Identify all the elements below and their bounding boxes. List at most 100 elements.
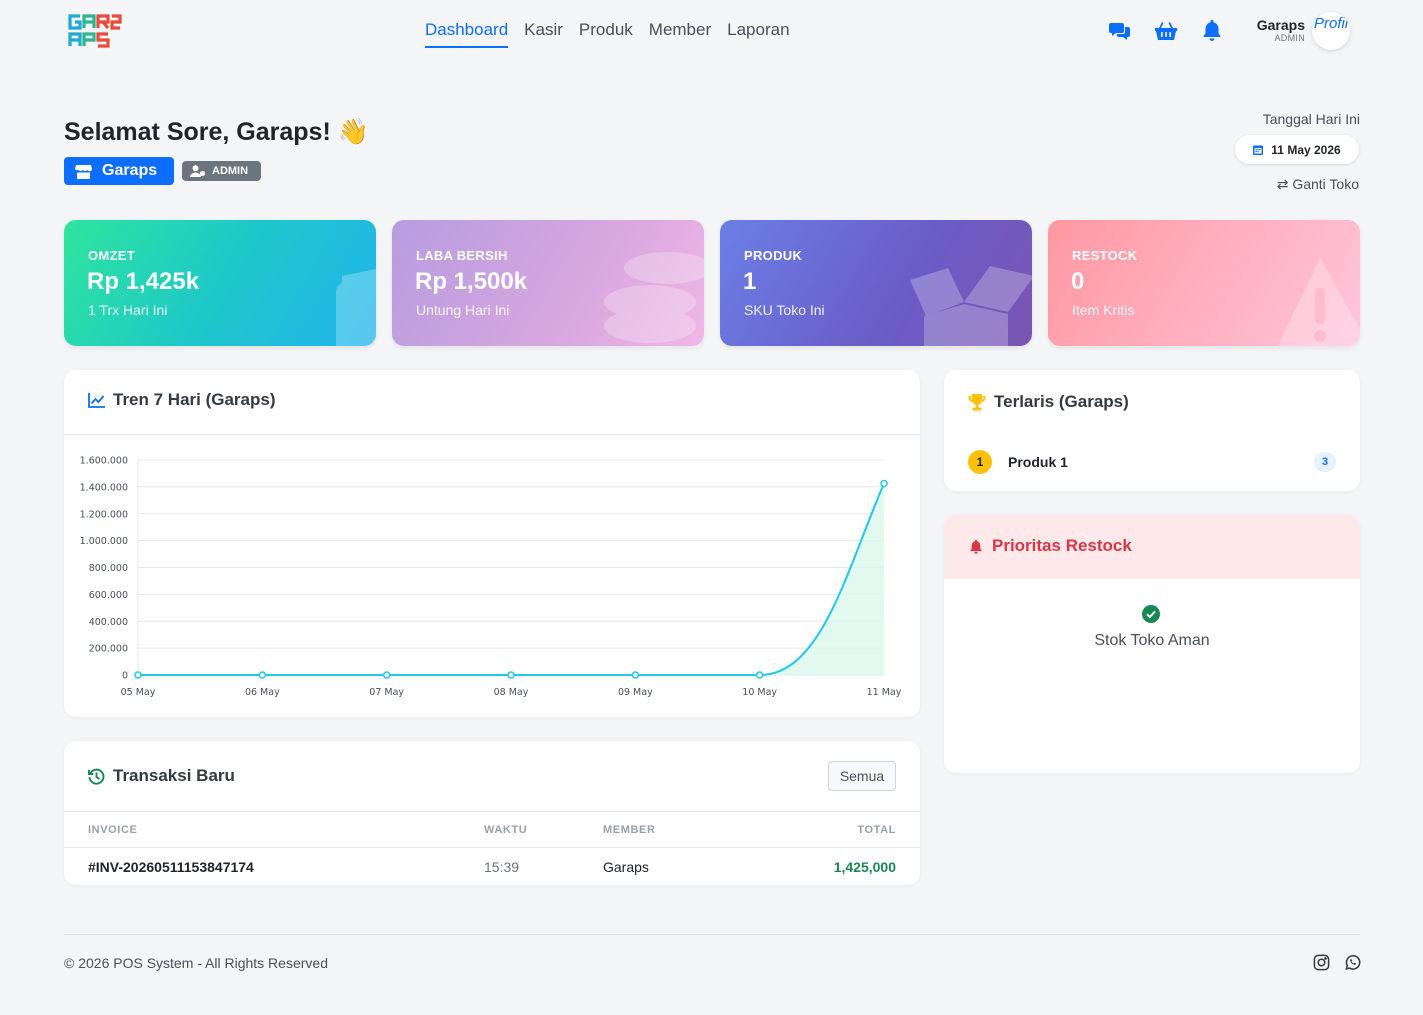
data-point bbox=[755, 671, 764, 679]
data-point bbox=[631, 671, 640, 679]
table-row[interactable]: #INV-20260511153847174 15:39 Garaps 1,42… bbox=[64, 848, 920, 885]
chart-line-icon bbox=[88, 392, 105, 408]
stat-value: 1 bbox=[743, 268, 757, 295]
restock-panel: Prioritas Restock Stok Toko Aman bbox=[944, 515, 1360, 773]
col-member: MEMBER bbox=[603, 823, 656, 836]
main-nav: Dashboard Kasir Produk Member Laporan bbox=[425, 20, 790, 48]
warning-icon bbox=[1277, 258, 1360, 346]
date-display: 11 May 2026 bbox=[1235, 135, 1359, 164]
y-tick-label: 1.600.000 bbox=[80, 456, 128, 467]
instagram-icon[interactable] bbox=[1313, 954, 1330, 971]
stat-subtext: SKU Toko Ini bbox=[744, 302, 825, 318]
page-greeting: Selamat Sore, Garaps! 👋 bbox=[64, 118, 369, 146]
qty-badge: 3 bbox=[1314, 452, 1336, 472]
user-role: ADMIN bbox=[1274, 33, 1305, 43]
navbar: Dashboard Kasir Produk Member Laporan Ga… bbox=[0, 0, 1423, 62]
bell-icon bbox=[970, 539, 982, 554]
switch-store-link[interactable]: ⇄ Ganti Toko bbox=[1230, 176, 1359, 193]
row-total: 1,425,000 bbox=[833, 858, 896, 875]
x-tick-label: 05 May bbox=[121, 687, 156, 698]
y-tick-label: 800.000 bbox=[89, 563, 128, 574]
stat-value: 0 bbox=[1071, 268, 1085, 295]
basket-icon[interactable] bbox=[1154, 18, 1178, 42]
date-value: 11 May 2026 bbox=[1271, 142, 1341, 157]
view-all-button[interactable]: Semua bbox=[828, 761, 896, 791]
x-tick-label: 09 May bbox=[618, 687, 653, 698]
garaps-logo[interactable] bbox=[68, 13, 122, 49]
nav-icon-group bbox=[1108, 18, 1224, 42]
y-tick-label: 1.200.000 bbox=[80, 509, 128, 520]
chat-icon[interactable] bbox=[1108, 18, 1132, 42]
y-tick-label: 400.000 bbox=[89, 617, 128, 628]
transactions-panel: Transaksi Baru Semua INVOICE WAKTU MEMBE… bbox=[64, 741, 920, 885]
data-point bbox=[134, 671, 142, 679]
data-point bbox=[382, 671, 391, 679]
restock-message: Stok Toko Aman bbox=[1094, 632, 1210, 649]
stat-label: OMZET bbox=[88, 248, 135, 263]
bell-icon[interactable] bbox=[1200, 18, 1224, 42]
top-products-panel: Terlaris (Garaps) 1 Produk 1 3 bbox=[944, 370, 1360, 491]
footer-copyright: © 2026 POS System - All Rights Reserved bbox=[64, 955, 328, 971]
stat-subtext: 1 Trx Hari Ini bbox=[88, 302, 168, 318]
nav-produk[interactable]: Produk bbox=[578, 20, 633, 39]
stat-value: Rp 1,500k bbox=[415, 268, 528, 295]
stat-subtext: Item Kritis bbox=[1072, 302, 1135, 318]
store-icon bbox=[75, 164, 92, 179]
y-tick-label: 1.400.000 bbox=[80, 482, 128, 493]
trend-panel: Tren 7 Hari (Garaps) 0 200.000 400.000 600.… bbox=[64, 370, 920, 717]
x-tick-label: 06 May bbox=[245, 687, 280, 698]
wallet-icon bbox=[336, 269, 376, 346]
nav-dashboard[interactable]: Dashboard bbox=[425, 20, 509, 48]
avatar[interactable]: Profil bbox=[1312, 12, 1350, 50]
x-tick-label: 08 May bbox=[494, 687, 529, 698]
nav-laporan[interactable]: Laporan bbox=[727, 20, 790, 39]
check-circle-icon bbox=[1142, 605, 1160, 623]
role-badge: ADMIN bbox=[182, 161, 261, 181]
nav-member[interactable]: Member bbox=[648, 20, 712, 39]
y-tick-label: 200.000 bbox=[89, 644, 128, 655]
restock-title-label: Prioritas Restock bbox=[992, 536, 1132, 555]
transactions-title-label: Transaksi Baru bbox=[113, 766, 235, 785]
box-icon bbox=[910, 266, 1032, 346]
date-label: Tanggal Hari Ini bbox=[1262, 111, 1360, 127]
stat-card-produk: PRODUK 1 SKU Toko Ini bbox=[720, 220, 1032, 346]
data-point bbox=[258, 671, 267, 679]
top-products-title-label: Terlaris (Garaps) bbox=[994, 392, 1129, 411]
top-products-title: Terlaris (Garaps) bbox=[968, 392, 1336, 412]
coins-icon bbox=[604, 252, 704, 343]
stat-card-restock: RESTOCK 0 Item Kritis bbox=[1048, 220, 1360, 346]
x-tick-label: 11 May bbox=[867, 687, 902, 698]
product-name: Produk 1 bbox=[1008, 454, 1068, 470]
restock-title: Prioritas Restock bbox=[968, 536, 1336, 556]
series-line bbox=[138, 483, 885, 676]
col-invoice: INVOICE bbox=[88, 823, 138, 836]
history-icon bbox=[88, 768, 105, 785]
x-tick-label: 07 May bbox=[369, 687, 404, 698]
row-invoice: #INV-20260511153847174 bbox=[88, 858, 254, 875]
y-tick-label: 1.000.000 bbox=[80, 536, 128, 547]
trend-chart: 0 200.000 400.000 600.000 800.000 1.000.000 1.… bbox=[80, 456, 902, 699]
data-point bbox=[880, 479, 888, 488]
nav-kasir[interactable]: Kasir bbox=[524, 20, 563, 39]
trophy-icon bbox=[968, 393, 986, 410]
user-name: Garaps bbox=[1256, 17, 1305, 33]
stat-card-omzet: OMZET Rp 1,425k 1 Trx Hari Ini bbox=[64, 220, 376, 346]
stat-label: PRODUK bbox=[744, 248, 803, 263]
stat-label: LABA BERSIH bbox=[416, 248, 508, 263]
area-fill bbox=[138, 483, 884, 675]
stat-card-laba: LABA BERSIH Rp 1,500k Untung Hari Ini bbox=[392, 220, 704, 346]
y-tick-label: 0 bbox=[122, 671, 128, 682]
user-menu[interactable]: Garaps ADMIN bbox=[1250, 17, 1305, 43]
list-item[interactable]: 1 Produk 1 3 bbox=[968, 449, 1336, 475]
row-time: 15:39 bbox=[484, 858, 520, 875]
col-total: TOTAL bbox=[857, 823, 896, 836]
row-member: Garaps bbox=[603, 858, 649, 875]
col-waktu: WAKTU bbox=[484, 823, 528, 836]
stat-subtext: Untung Hari Ini bbox=[416, 302, 510, 318]
whatsapp-icon[interactable] bbox=[1344, 954, 1361, 971]
calendar-icon bbox=[1253, 145, 1264, 155]
footer-social bbox=[1313, 954, 1361, 971]
stat-value: Rp 1,425k bbox=[87, 268, 200, 295]
table-header: INVOICE WAKTU MEMBER TOTAL bbox=[64, 812, 920, 848]
data-point bbox=[507, 671, 515, 679]
